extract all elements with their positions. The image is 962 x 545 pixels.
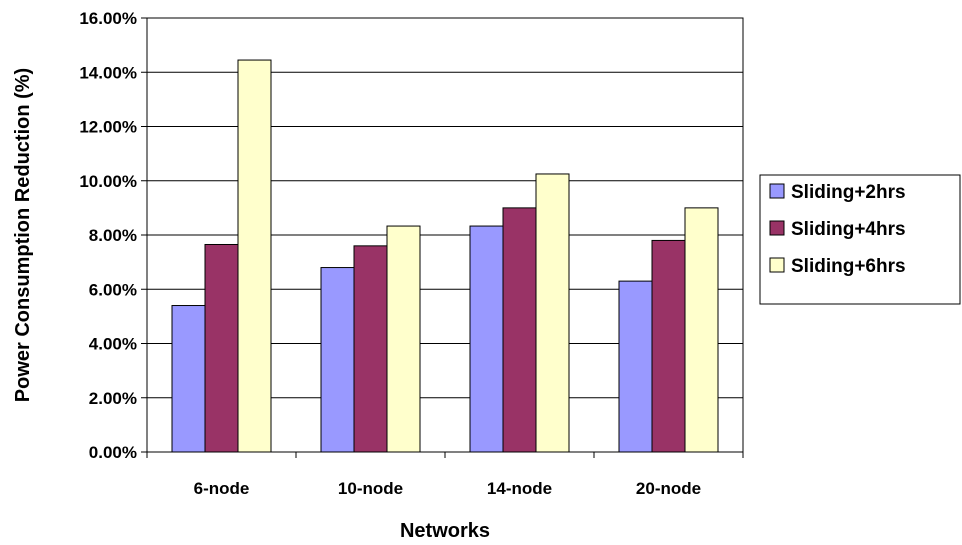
y-axis-title: Power Consumption Reduction (%) — [12, 68, 34, 402]
y-tick-label: 16.00% — [79, 9, 137, 28]
bar-sliding-2hrs-20-node — [618, 280, 653, 453]
y-tick-label: 14.00% — [79, 63, 137, 82]
legend-border — [759, 174, 961, 305]
legend: Sliding+2hrs Sliding+4hrs Sliding+6hrs — [759, 174, 961, 305]
y-tick-label: 6.00% — [89, 280, 137, 299]
y-tick-label: 8.00% — [89, 226, 137, 245]
axis-ticks — [141, 17, 744, 458]
legend-label: Sliding+6hrs — [791, 256, 906, 277]
bar-sliding-4hrs-6-node — [204, 243, 239, 453]
bar-sliding-2hrs-6-node — [171, 305, 206, 453]
x-axis-title: Networks — [400, 520, 490, 542]
x-tick-label: 20-node — [636, 479, 701, 498]
bar-sliding-2hrs-14-node — [469, 225, 504, 453]
bar-sliding-6hrs-10-node — [386, 225, 421, 453]
legend-swatch — [769, 257, 785, 273]
legend-swatch — [769, 183, 785, 199]
bar-sliding-6hrs-14-node — [535, 173, 570, 453]
x-tick-label: 6-node — [194, 479, 250, 498]
legend-label: Sliding+4hrs — [791, 219, 906, 240]
bar-sliding-2hrs-10-node — [320, 267, 355, 453]
legend-label: Sliding+2hrs — [791, 182, 906, 203]
y-tick-label: 0.00% — [89, 443, 137, 462]
bar-sliding-4hrs-20-node — [651, 239, 686, 453]
y-tick-label: 4.00% — [89, 335, 137, 354]
y-tick-label: 10.00% — [79, 172, 137, 191]
y-axis-tick-labels: 0.00% 2.00% 4.00% 6.00% 8.00% 10.00% 12.00% 14.… — [79, 9, 137, 462]
x-tick-label: 10-node — [338, 479, 403, 498]
x-axis-tick-labels: 6-node 10-node 14-node 20-node — [194, 479, 701, 498]
bar-sliding-6hrs-20-node — [684, 207, 719, 453]
y-tick-label: 2.00% — [89, 389, 137, 408]
y-tick-label: 12.00% — [79, 118, 137, 137]
bar-sliding-4hrs-10-node — [353, 245, 388, 453]
bar-sliding-4hrs-14-node — [502, 207, 537, 453]
bar-sliding-6hrs-6-node — [237, 59, 272, 453]
bars — [171, 59, 719, 453]
x-tick-label: 14-node — [487, 479, 552, 498]
legend-swatch — [769, 220, 785, 236]
